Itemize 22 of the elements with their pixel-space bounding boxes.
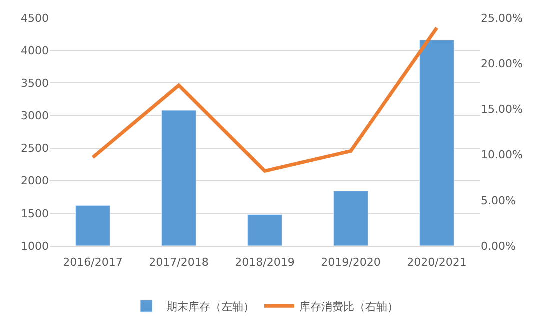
x-tick-label: 2016/2017 [63, 256, 123, 270]
y2-tick-label: 5.00% [481, 194, 516, 208]
y-tick-label: 3000 [21, 110, 49, 123]
y2-tick-label: 20.00% [481, 57, 523, 70]
y-tick-label: 2000 [21, 174, 49, 188]
y-tick-label: 4000 [21, 44, 49, 58]
y2-tick-label: 0.00% [481, 240, 516, 253]
y-tick-label: 1500 [21, 207, 49, 220]
x-tick-label: 2017/2018 [149, 256, 209, 270]
y2-tick-label: 10.00% [481, 148, 523, 162]
y-tick-label: 4500 [21, 12, 49, 25]
y2-tick-label: 15.00% [481, 103, 523, 116]
x-tick-label: 2018/2019 [235, 256, 295, 270]
x-tick-label: 2019/2020 [321, 256, 381, 270]
y-tick-label: 2500 [21, 142, 49, 156]
y-tick-label: 3500 [21, 76, 49, 90]
y-tick-label: 1000 [21, 240, 49, 253]
y2-tick-label: 25.00% [481, 12, 523, 25]
line-series [91, 26, 439, 173]
legend-label: 库存消费比（右轴） [300, 300, 398, 314]
legend-label: 期末库存（左轴） [166, 300, 254, 314]
x-tick-label: 2020/2021 [407, 256, 467, 270]
